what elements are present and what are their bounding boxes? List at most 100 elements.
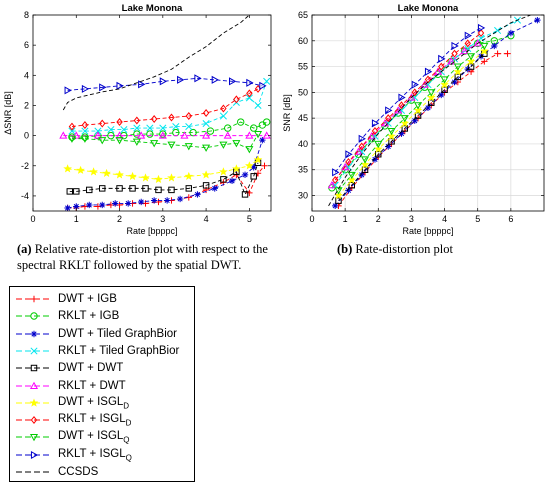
chart-b-title: Lake Monona [398,3,459,14]
chart-b-series-rklt-isgl-q-point [385,106,393,115]
chart-a-series-rklt-dwt-point [137,131,146,139]
chart-a-series-dwt-igb-point [246,189,253,197]
legend-symbol [16,471,52,473]
legend-marker [30,295,38,303]
chart-a-series-rklt-tiled-graphbior-point [219,112,227,120]
legend-item: DWT + ISGLQ [14,429,130,445]
chart-b-x-tick-label: 0 [309,214,314,224]
chart-b-series-dwt-tiled-graphbior-point [385,143,392,150]
chart-a-series-dwt-dwt-point [142,185,149,192]
chart-b-x-tick-label: 1 [343,214,348,224]
legend-symbol [16,381,52,389]
chart-a-series-dwt-isgl-d-point [167,173,176,182]
legend-item: RKLT + IGB [14,308,119,324]
chart-a-series-ccsds-line [62,15,250,111]
chart-a-series-dwt-tiled-graphbior-point [228,177,236,185]
chart-a-series-rklt-isgl-q-point [138,80,146,89]
chart-b-series-rklt-isgl-d-point [477,29,485,38]
chart-a-series-dwt-isgl-d-point [245,161,254,170]
chart-b-series-dwt-isgl-q-point [427,89,436,97]
chart-b-series-rklt-isgl-d-point [398,101,405,110]
chart-b-series-dwt-dwt-point [428,99,435,106]
chart-b-series-dwt-isgl-q-point [347,171,356,180]
legend: DWT + IGB RKLT + IGB DWT + Tiled GraphBior… [9,286,195,482]
chart-a-series-rklt-isgl-d-line [71,88,259,128]
legend-label-text: DWT + ISGL [58,430,124,443]
chart-b-series-dwt-dwt-point [467,63,475,70]
legend-symbol [16,450,52,459]
chart-b-x-tick-label: 5 [475,214,480,224]
caption-b-text: Rate-distortion plot [352,242,453,256]
chart-a-series-dwt-isgl-q-point [80,135,89,143]
chart-b-y-tick-label: 55 [298,62,308,72]
legend-symbol [16,295,52,303]
chart-b-series-rklt-isgl-q-point [358,134,366,143]
chart-b-series-rklt-isgl-q-point [464,31,473,40]
legend-label-text: RKLT + ISGL [58,447,126,460]
chart-a-series-dwt-tiled-graphbior-point [125,200,132,207]
chart-a-series-dwt-dwt-point [86,186,93,194]
legend-symbol [16,347,52,355]
chart-b-series-dwt-tiled-graphbior-point [491,42,498,50]
chart-a-series-dwt-tiled-graphbior-point [176,195,184,203]
legend-label-text: RKLT + DWT [58,379,126,392]
chart-a-series-rklt-tiled-graphbior-line [71,81,268,132]
chart-a-series-rklt-tiled-graphbior-point [120,126,128,134]
chart-a-series-rklt-isgl-d-point [168,113,175,122]
chart-a-x-tick-label: 2 [117,214,122,224]
chart-a-series-rklt-igb-point [120,131,128,140]
chart-a-axes-box [32,14,272,212]
chart-a-series-rklt-isgl-q-point [246,78,254,87]
chart-a-series-rklt-tiled-graphbior-point [245,94,253,102]
chart-a-series-dwt-tiled-graphbior-point [259,136,266,144]
chart-b-series-dwt-isgl-d-point [440,80,449,89]
chart-a-series-rklt-igb-point [249,124,258,132]
chart-b-series-dwt-dwt-point [361,166,369,173]
chart-b-series-dwt-isgl-q-point [414,102,423,110]
chart-b-series-dwt-dwt-line [338,53,485,201]
legend-item: RKLT + Tiled GraphBior [14,343,179,359]
chart-b-series-dwt-isgl-d-point [400,118,410,127]
chart-b-series-dwt-tiled-graphbior-point [507,29,515,37]
chart-a-series-rklt-isgl-q-point [99,83,107,92]
chart-b-series-dwt-tiled-graphbior-point [398,130,405,137]
chart-a-series-rklt-dwt-point [202,131,211,139]
chart-a-series-dwt-tiled-graphbior-point [99,201,106,209]
chart-a-series-dwt-isgl-q-point [202,144,211,152]
legend-symbol [16,330,52,337]
chart-b-series-dwt-isgl-d-line [338,50,485,196]
chart-a-series-rklt-igb-point [189,128,197,137]
chart-a-series-rklt-igb-point [224,124,232,132]
legend-item: RKLT + ISGLD [14,412,131,428]
chart-a-series-dwt-igb-point [261,162,268,169]
chart-a-series-rklt-isgl-d-point [150,115,158,124]
chart-a-series-rklt-isgl-q-point [259,81,267,90]
chart-b-series-dwt-tiled-graphbior-point [477,53,485,60]
chart-a-series-dwt-isgl-q-point [184,143,193,151]
chart-a-series-dwt-isgl-q-point [132,138,141,146]
chart-a-series-rklt-dwt-point [180,131,189,139]
chart-b-series-dwt-dwt-point [348,181,355,189]
chart-a-series-rklt-isgl-d-point [246,89,253,98]
chart-a-series-rklt-isgl-d-point [185,112,192,121]
chart-b-series-dwt-isgl-d-point [374,144,383,153]
chart-a-series-rklt-isgl-d-point [99,119,106,128]
chart-b-series-rklt-isgl-d-point [438,62,445,71]
chart-b-series-dwt-igb-line [338,53,508,207]
chart-a-x-axis-label: Rate [bpppc] [126,226,177,236]
chart-b-series-dwt-isgl-d-point [480,46,489,55]
chart-b-axes-box [311,14,545,212]
chart-b-series-dwt-isgl-d-point [360,160,370,169]
chart-b-series-dwt-isgl-d-point [334,191,343,200]
chart-a-series-rklt-tiled-graphbior-point [81,127,89,135]
chart-a-series-dwt-dwt-point [250,173,257,180]
chart-a-series-rklt-tiled-graphbior-point [263,77,271,85]
chart-b-series-dwt-isgl-d-point [466,56,476,66]
legend-label-subscript: Q [123,435,130,445]
chart-b-series-dwt-igb-point [481,58,488,65]
legend-label: RKLT + ISGLD [58,413,131,427]
chart-a-series-rklt-tiled-graphbior-point [107,126,115,134]
chart-a-series-dwt-isgl-q-point [67,135,76,143]
chart-a-series-dwt-tiled-graphbior-point [194,191,201,198]
